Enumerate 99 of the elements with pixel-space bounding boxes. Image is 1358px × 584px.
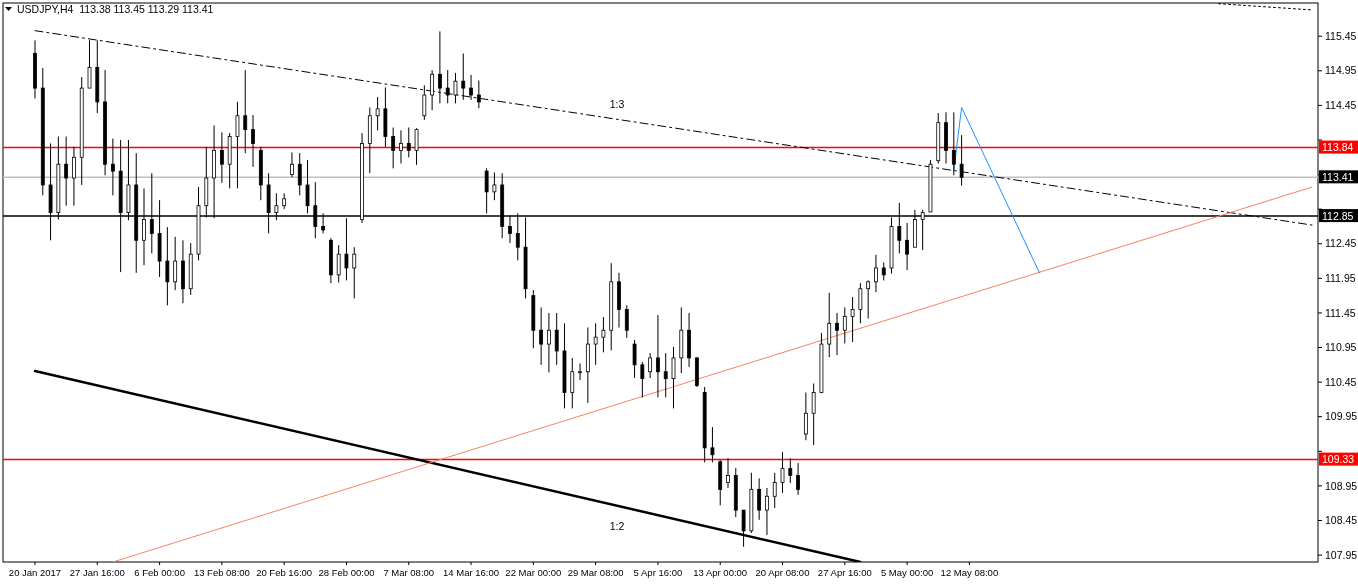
candlestick: [87, 39, 92, 89]
candlestick: [305, 159, 310, 214]
candlestick: [741, 509, 746, 548]
candlestick: [476, 79, 481, 109]
x-tick-label: 7 Mar 08:00: [383, 567, 435, 578]
candlestick: [951, 111, 956, 176]
candlestick: [484, 167, 489, 214]
x-tick-label: 5 May 00:00: [880, 567, 934, 578]
candlestick: [593, 322, 598, 366]
x-tick-label: 27 Apr 16:00: [817, 567, 872, 578]
candlestick: [780, 451, 785, 494]
candlestick: [827, 292, 832, 358]
candlestick: [796, 462, 800, 496]
candlestick: [219, 131, 224, 184]
x-tick-label: 20 Apr 08:00: [755, 567, 810, 578]
candlestick: [788, 457, 793, 484]
y-tick-label: 110.95: [1325, 341, 1357, 354]
candlestick: [601, 316, 606, 353]
candlestick: [173, 236, 178, 291]
annotation: 1:3: [609, 98, 625, 110]
annotation: 1:2: [609, 520, 625, 532]
ref-line-label: 112.85: [1322, 209, 1354, 222]
candlestick: [110, 138, 115, 196]
x-tick-label: 27 Jan 16:00: [69, 567, 125, 578]
candlestick: [165, 226, 170, 306]
candlestick: [352, 246, 357, 299]
candlestick: [453, 72, 458, 104]
candlestick: [578, 362, 582, 381]
candlestick: [492, 172, 497, 201]
candlestick: [414, 127, 419, 166]
candlestick: [765, 487, 769, 536]
candlestick: [842, 306, 847, 344]
x-tick-label: 13 Feb 08:00: [193, 567, 250, 578]
x-tick-label: 29 Mar 08:00: [567, 567, 624, 578]
chart-title: USDJPY,H4 113.38 113.45 113.29 113.41: [17, 3, 214, 15]
candlestick: [547, 312, 551, 373]
candlestick: [959, 134, 964, 187]
candlestick: [632, 339, 637, 379]
candlestick: [399, 129, 403, 164]
y-tick-label: 112.45: [1325, 237, 1357, 250]
candlestick: [663, 352, 668, 398]
y-tick-label: 115.45: [1325, 29, 1357, 42]
candlestick: [874, 254, 878, 293]
candlestick: [624, 304, 629, 339]
ref-line-label: 109.33: [1322, 453, 1355, 466]
ref-line-label: 113.84: [1322, 141, 1354, 154]
y-tick-label: 111.45: [1325, 306, 1356, 319]
candlestick: [290, 151, 294, 178]
y-tick-label: 108.45: [1325, 514, 1358, 527]
x-tick-label: 5 Apr 16:00: [633, 567, 683, 578]
x-tick-label: 20 Feb 16:00: [256, 567, 313, 578]
x-tick-label: 28 Feb 00:00: [318, 567, 375, 578]
y-tick-label: 110.45: [1325, 375, 1357, 388]
candlestick: [726, 457, 730, 489]
candlestick: [656, 314, 660, 398]
candlestick: [539, 306, 544, 366]
x-tick-label: 13 Apr 00:00: [693, 567, 748, 578]
candlestick: [772, 472, 777, 509]
candlestick: [251, 114, 255, 168]
candlestick: [570, 357, 575, 409]
candlestick: [866, 279, 871, 319]
candlestick: [803, 392, 808, 441]
candlestick: [243, 69, 248, 154]
candlestick: [757, 477, 762, 521]
candlestick: [406, 127, 411, 158]
candlestick: [297, 152, 302, 196]
x-tick-label: 14 Mar 16:00: [443, 567, 500, 578]
candlestick: [336, 244, 341, 283]
y-tick-label: 114.95: [1325, 64, 1357, 77]
candlestick: [375, 96, 380, 131]
candlestick: [422, 84, 427, 121]
candlestick: [648, 352, 653, 379]
x-tick-label: 22 Mar 00:00: [505, 567, 562, 578]
candlestick: [391, 127, 396, 169]
candlestick: [905, 222, 909, 271]
x-tick-label: 6 Feb 00:00: [134, 567, 185, 578]
candlestick: [469, 74, 473, 101]
candlestick: [64, 136, 69, 207]
candlestick: [72, 146, 76, 207]
candlestick: [858, 282, 863, 324]
candlestick: [850, 296, 855, 343]
candlestick: [445, 69, 450, 104]
candlestick: [430, 69, 435, 111]
candlestick: [811, 383, 816, 446]
candlestick: [710, 426, 715, 463]
candlestick: [640, 361, 645, 398]
y-tick-label: 107.95: [1325, 548, 1358, 561]
y-tick-label: 108.95: [1325, 479, 1358, 492]
x-tick-label: 20 Jan 2017: [8, 567, 62, 578]
x-tick-label: 12 May 08:00: [940, 567, 999, 578]
y-tick-label: 111.95: [1325, 272, 1356, 285]
y-tick-label: 109.95: [1325, 410, 1358, 423]
candlestick: [461, 53, 466, 101]
y-tick-label: 114.45: [1325, 99, 1357, 112]
candlestick: [835, 312, 839, 356]
ref-line-label: 113.41: [1322, 171, 1354, 184]
candlestick: [554, 312, 559, 366]
candlestick: [671, 346, 676, 409]
candlestick: [235, 101, 240, 189]
